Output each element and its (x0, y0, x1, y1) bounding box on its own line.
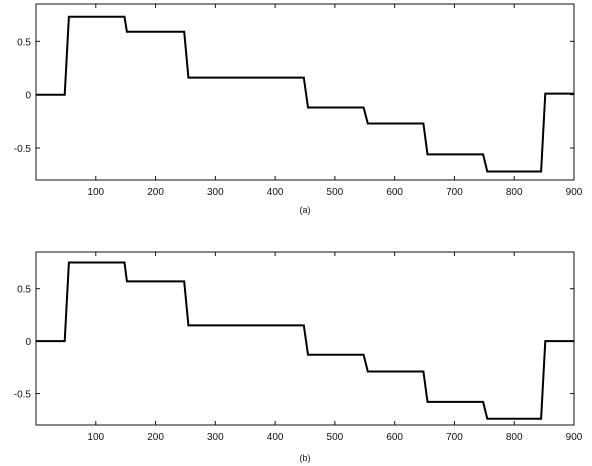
x-tick-label: 900 (566, 187, 583, 198)
x-tick-label: 400 (267, 432, 284, 443)
panel-caption: (b) (300, 453, 311, 463)
y-tick-label: 0.5 (17, 37, 31, 48)
x-tick-label: 500 (327, 187, 344, 198)
x-tick-label: 300 (207, 432, 224, 443)
x-tick-label: 200 (147, 187, 164, 198)
x-tick-label: 900 (566, 432, 583, 443)
chart-panel-b: 100 200 300 400 500 600 700 800 900 0.5 0 -0.5 (b) (14, 251, 583, 463)
y-tick-label: 0.5 (17, 285, 31, 296)
x-tick-label: 800 (506, 432, 523, 443)
plot-frame (35, 3, 575, 181)
plot-frame (35, 251, 575, 426)
series-line (36, 15, 574, 173)
x-tick-label: 500 (327, 432, 344, 443)
x-tick-label: 600 (386, 432, 403, 443)
x-tick-label: 100 (87, 432, 104, 443)
y-tick-label: 0 (25, 91, 31, 102)
x-tick-label: 300 (207, 187, 224, 198)
y-tick-label: 0 (25, 337, 31, 348)
chart-panel-a: 100 200 300 400 500 600 700 800 900 0.5 0 -0.5 (a) (14, 3, 583, 215)
panel-caption: (a) (300, 205, 311, 215)
x-tick-label: 400 (267, 187, 284, 198)
x-tick-label: 100 (87, 187, 104, 198)
y-tick-label: -0.5 (14, 390, 32, 401)
x-tick-label: 800 (506, 187, 523, 198)
x-tick-label: 700 (446, 187, 463, 198)
x-tick-label: 700 (446, 432, 463, 443)
series-line (36, 261, 574, 420)
x-tick-label: 200 (147, 432, 164, 443)
x-tick-label: 600 (386, 187, 403, 198)
y-tick-label: -0.5 (14, 144, 32, 155)
